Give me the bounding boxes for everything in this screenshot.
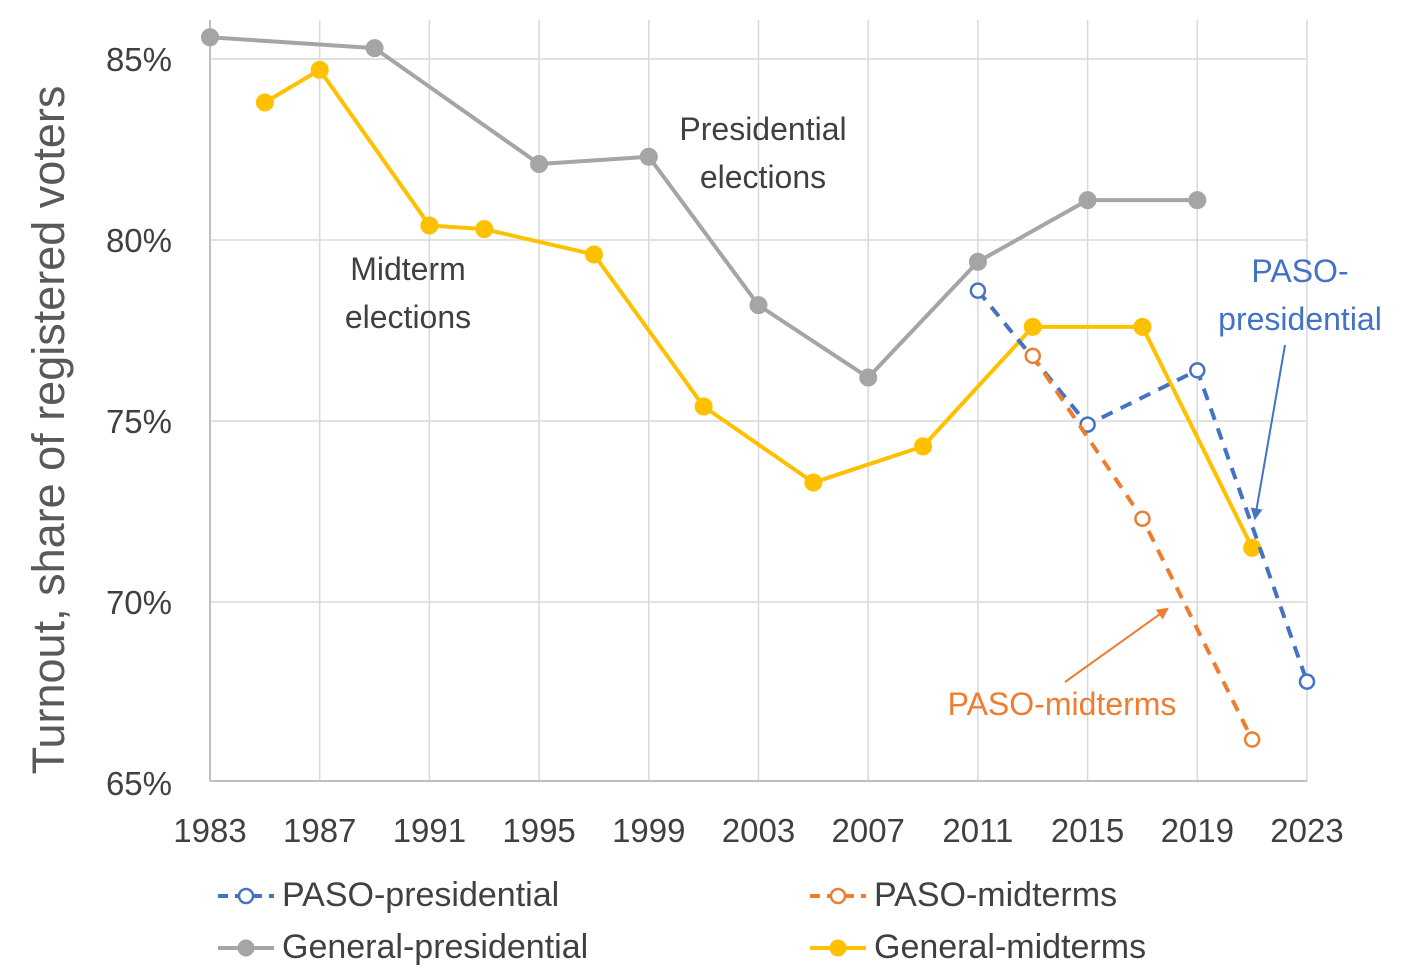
legend: PASO-presidential PASO-midterms General-pr… <box>0 872 1406 972</box>
legend-swatch <box>218 887 274 904</box>
series-paso-presidential <box>969 282 1316 690</box>
axes: 1983 1987 1991 1995 1999 2003 2007 2011 2015 2019… <box>106 20 1344 849</box>
legend-label: General-presidential <box>282 928 589 966</box>
series-paso-midterms <box>1024 347 1261 748</box>
data-point-general-presidential-1999 <box>639 147 658 166</box>
y-tick-label: 80% <box>106 222 172 259</box>
legend-swatch <box>810 939 866 956</box>
data-point-general-presidential-2011 <box>968 252 987 271</box>
x-tick-label: 2011 <box>942 812 1013 849</box>
grid <box>209 20 1308 781</box>
data-point-general-midterms-1987 <box>310 60 329 79</box>
data-point-paso-midterms-2017 <box>1134 510 1151 527</box>
data-point-general-midterms-1997 <box>584 245 603 264</box>
data-point-general-midterms-1991 <box>420 216 439 235</box>
data-point-general-midterms-2017 <box>1133 317 1152 336</box>
legend-label: PASO-presidential <box>282 876 560 914</box>
x-tick-label: 2023 <box>1270 812 1343 849</box>
annotation-presidential-line: Presidential <box>679 111 846 147</box>
y-tick-label: 75% <box>106 403 172 440</box>
annotation-arrow-paso-midterms <box>1064 607 1169 683</box>
legend-label: General-midterms <box>874 928 1147 966</box>
data-point-paso-presidential-2023 <box>1298 673 1316 690</box>
data-point-general-presidential-2019 <box>1188 191 1207 210</box>
legend-label: PASO-midterms <box>874 876 1118 914</box>
data-point-general-presidential-1983 <box>201 28 219 47</box>
y-axis-label: Turnout, share of registered voters <box>23 86 74 775</box>
annotation-presidential-line: elections <box>700 159 826 195</box>
annotation-midterm-line: Midterm <box>350 251 466 287</box>
legend-item-paso-presidential: PASO-presidential <box>216 876 559 915</box>
data-point-general-midterms-2005 <box>804 473 823 492</box>
data-point-general-midterms-2009 <box>914 437 933 456</box>
y-tick-label: 85% <box>106 41 172 78</box>
x-tick-label: 1991 <box>393 812 466 849</box>
x-tick-label: 1995 <box>502 812 575 849</box>
y-tick-label: 65% <box>106 765 172 802</box>
annotations: Presidential elections Midterm elections PAS… <box>345 111 1382 722</box>
x-tick-label: 1987 <box>283 812 356 849</box>
annotation-arrow-paso-presidential <box>1250 344 1286 521</box>
series-layer <box>201 28 1316 748</box>
data-point-general-midterms-2013 <box>1023 317 1042 336</box>
data-point-general-midterms-1985 <box>255 93 274 112</box>
x-tick-label: 2007 <box>831 812 904 849</box>
data-point-general-midterms-2001 <box>694 397 713 416</box>
data-point-general-midterms-1993 <box>475 220 494 239</box>
data-point-general-presidential-2007 <box>859 368 878 387</box>
x-tick-label: 1983 <box>173 812 246 849</box>
x-tick-label: 1999 <box>612 812 685 849</box>
data-point-paso-midterms-2013 <box>1024 347 1041 365</box>
data-point-paso-presidential-2019 <box>1189 362 1206 379</box>
y-tick-label: 70% <box>106 584 172 621</box>
series-general-presidential <box>201 28 1207 387</box>
data-point-paso-midterms-2021 <box>1243 731 1261 748</box>
data-point-paso-presidential-2015 <box>1079 416 1096 433</box>
annotation-paso-presidential-line: PASO- <box>1251 253 1348 289</box>
data-point-general-presidential-2015 <box>1078 191 1097 210</box>
legend-item-paso-midterms: PASO-midterms <box>808 876 1117 915</box>
x-tick-label: 2015 <box>1051 812 1124 849</box>
annotation-midterm-line: elections <box>345 299 471 335</box>
data-point-paso-presidential-2011 <box>969 282 987 299</box>
legend-item-general-midterms: General-midterms <box>808 928 1146 967</box>
x-tick-label: 2003 <box>722 812 795 849</box>
data-point-general-presidential-1995 <box>530 154 549 173</box>
legend-swatch <box>810 887 866 904</box>
series-line-paso-presidential <box>976 289 1309 683</box>
annotation-paso-presidential-line: presidential <box>1218 301 1382 337</box>
turnout-chart: 1983 1987 1991 1995 1999 2003 2007 2011 2015 2019… <box>23 20 1382 849</box>
x-tick-label: 2019 <box>1161 812 1234 849</box>
annotation-paso-midterms-line: PASO-midterms <box>948 686 1177 722</box>
data-point-general-presidential-2003 <box>749 296 768 315</box>
data-point-general-presidential-1989 <box>365 39 384 58</box>
legend-item-general-presidential: General-presidential <box>216 928 588 967</box>
legend-swatch <box>218 939 274 956</box>
series-general-midterms <box>255 60 1262 557</box>
